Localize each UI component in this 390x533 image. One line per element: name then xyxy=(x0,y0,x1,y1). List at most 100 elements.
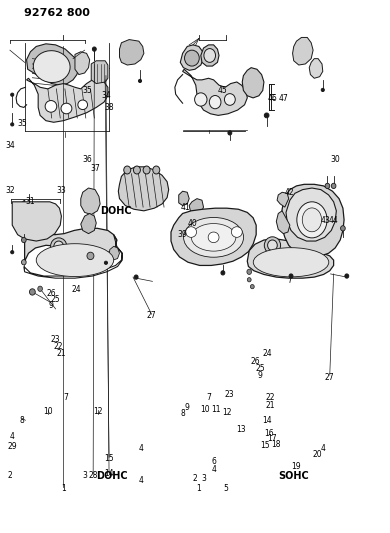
Text: 15: 15 xyxy=(260,441,269,450)
Text: SOHC: SOHC xyxy=(278,471,309,481)
Text: 3: 3 xyxy=(82,471,87,480)
Text: 1: 1 xyxy=(61,483,66,492)
Ellipse shape xyxy=(221,271,225,275)
Text: 31: 31 xyxy=(26,197,35,206)
Polygon shape xyxy=(242,68,264,98)
Ellipse shape xyxy=(247,278,251,282)
Text: 15: 15 xyxy=(104,454,114,463)
Polygon shape xyxy=(75,52,90,75)
Text: 38: 38 xyxy=(104,103,114,112)
Polygon shape xyxy=(189,199,204,215)
Ellipse shape xyxy=(184,217,244,257)
Ellipse shape xyxy=(195,93,207,106)
Text: 10: 10 xyxy=(200,405,209,414)
Ellipse shape xyxy=(302,208,322,232)
Text: 4: 4 xyxy=(10,432,15,441)
Polygon shape xyxy=(309,59,323,78)
Text: 30: 30 xyxy=(330,155,340,164)
Text: 23: 23 xyxy=(224,390,234,399)
Text: 22: 22 xyxy=(54,342,64,351)
Polygon shape xyxy=(180,45,204,70)
Ellipse shape xyxy=(153,166,160,174)
Polygon shape xyxy=(109,246,119,260)
Ellipse shape xyxy=(54,241,64,252)
Text: 3: 3 xyxy=(201,474,206,483)
Text: 21: 21 xyxy=(57,350,66,359)
Polygon shape xyxy=(12,202,61,241)
Text: DOHC: DOHC xyxy=(100,206,131,216)
Ellipse shape xyxy=(11,251,14,254)
Ellipse shape xyxy=(36,244,113,277)
Text: 46: 46 xyxy=(268,94,277,103)
Polygon shape xyxy=(91,61,108,84)
Text: 6: 6 xyxy=(211,457,216,466)
Polygon shape xyxy=(247,239,333,278)
Ellipse shape xyxy=(264,113,269,118)
Ellipse shape xyxy=(30,289,35,295)
Text: 34: 34 xyxy=(101,91,111,100)
Polygon shape xyxy=(171,208,256,265)
Text: 40: 40 xyxy=(188,219,197,228)
Ellipse shape xyxy=(224,94,235,106)
Text: 34: 34 xyxy=(5,141,15,150)
Text: 10: 10 xyxy=(43,407,53,416)
Polygon shape xyxy=(179,191,189,206)
Ellipse shape xyxy=(250,285,254,289)
Text: 24: 24 xyxy=(71,285,81,294)
Ellipse shape xyxy=(191,223,236,251)
Polygon shape xyxy=(81,188,100,215)
Ellipse shape xyxy=(247,269,252,274)
Text: 41: 41 xyxy=(181,203,190,212)
Text: 9: 9 xyxy=(258,370,262,379)
Polygon shape xyxy=(81,214,96,233)
Ellipse shape xyxy=(124,166,131,174)
Text: 28: 28 xyxy=(89,471,98,480)
Text: 92762 800: 92762 800 xyxy=(24,8,90,18)
Ellipse shape xyxy=(253,248,329,277)
Ellipse shape xyxy=(61,103,72,114)
Polygon shape xyxy=(118,167,168,211)
Ellipse shape xyxy=(87,252,94,260)
Polygon shape xyxy=(286,188,336,241)
Ellipse shape xyxy=(204,49,216,62)
Text: 37: 37 xyxy=(90,164,100,173)
Text: 12: 12 xyxy=(222,408,232,417)
Text: 47: 47 xyxy=(278,94,288,103)
Text: 23: 23 xyxy=(51,335,60,344)
Ellipse shape xyxy=(325,183,330,189)
Text: 11: 11 xyxy=(211,405,221,414)
Ellipse shape xyxy=(268,240,277,251)
Text: 8: 8 xyxy=(180,409,185,418)
Text: 35: 35 xyxy=(82,86,92,95)
Polygon shape xyxy=(119,39,144,65)
Text: 20: 20 xyxy=(312,450,322,459)
Ellipse shape xyxy=(105,261,108,264)
Text: 7: 7 xyxy=(206,393,211,402)
Polygon shape xyxy=(281,184,344,257)
Ellipse shape xyxy=(209,95,221,109)
Ellipse shape xyxy=(78,100,87,110)
Ellipse shape xyxy=(134,275,138,279)
Text: 22: 22 xyxy=(266,393,275,402)
Text: 18: 18 xyxy=(271,440,281,449)
Text: 4: 4 xyxy=(211,465,216,473)
Ellipse shape xyxy=(345,274,349,278)
Ellipse shape xyxy=(331,183,336,189)
Polygon shape xyxy=(201,45,219,66)
Ellipse shape xyxy=(264,237,280,254)
Ellipse shape xyxy=(340,225,345,231)
Text: 26: 26 xyxy=(46,289,56,298)
Text: 2: 2 xyxy=(7,471,12,480)
Ellipse shape xyxy=(231,227,242,237)
Text: 39: 39 xyxy=(178,230,188,239)
Ellipse shape xyxy=(208,232,219,243)
Polygon shape xyxy=(27,44,79,85)
Ellipse shape xyxy=(34,51,70,83)
Text: DOHC: DOHC xyxy=(96,471,128,481)
Ellipse shape xyxy=(289,274,293,278)
Ellipse shape xyxy=(297,202,327,238)
Text: 25: 25 xyxy=(255,364,265,373)
Polygon shape xyxy=(296,255,310,272)
Text: 26: 26 xyxy=(250,358,260,367)
Text: 14: 14 xyxy=(262,416,271,425)
